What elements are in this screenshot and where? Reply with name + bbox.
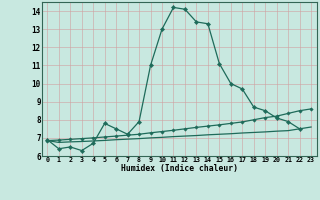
X-axis label: Humidex (Indice chaleur): Humidex (Indice chaleur) [121,164,238,173]
